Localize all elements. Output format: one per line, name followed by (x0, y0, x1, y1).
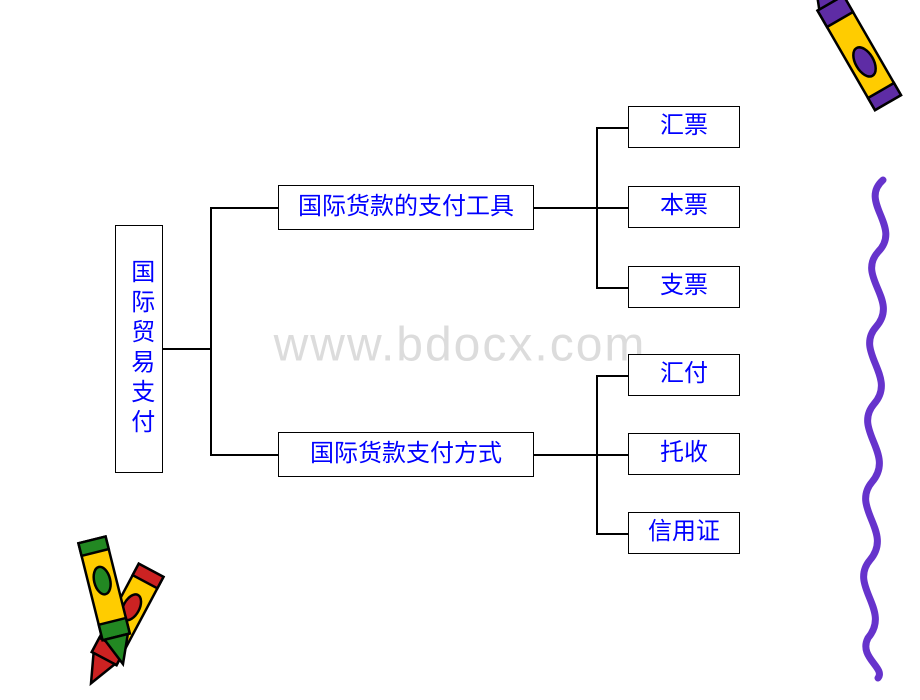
node-mid-methods-label: 国际货款支付方式 (310, 441, 502, 469)
node-leaf-benpiao-label: 本票 (660, 193, 708, 221)
node-root: 国际贸易支付 (115, 225, 163, 473)
connector (596, 127, 628, 129)
crayon-icon (768, 0, 920, 162)
node-leaf-huipiao: 汇票 (628, 106, 740, 148)
node-leaf-xinyongzheng-label: 信用证 (648, 519, 720, 547)
node-leaf-huifu: 汇付 (628, 354, 740, 396)
connector (210, 454, 278, 456)
crayons-icon (12, 530, 242, 700)
connector (596, 207, 628, 209)
connector (596, 287, 628, 289)
node-leaf-xinyongzheng: 信用证 (628, 512, 740, 554)
connector (534, 207, 596, 209)
node-mid-tools: 国际货款的支付工具 (278, 185, 534, 230)
connector (534, 454, 596, 456)
node-leaf-tuoshou: 托收 (628, 433, 740, 475)
node-leaf-huipiao-label: 汇票 (660, 113, 708, 141)
connector (210, 207, 212, 455)
connector (596, 375, 628, 377)
node-mid-tools-label: 国际货款的支付工具 (298, 194, 514, 222)
node-leaf-zhipiao: 支票 (628, 266, 740, 308)
connector (210, 207, 278, 209)
node-root-label: 国际贸易支付 (125, 259, 153, 439)
node-leaf-zhipiao-label: 支票 (660, 273, 708, 301)
connector (596, 533, 628, 535)
node-mid-methods: 国际货款支付方式 (278, 432, 534, 477)
node-leaf-huifu-label: 汇付 (660, 361, 708, 389)
watermark-text: www.bdocx.com (274, 318, 647, 373)
node-leaf-tuoshou-label: 托收 (660, 440, 708, 468)
squiggle-icon (848, 172, 918, 682)
connector (163, 348, 210, 350)
connector (596, 454, 628, 456)
node-leaf-benpiao: 本票 (628, 186, 740, 228)
